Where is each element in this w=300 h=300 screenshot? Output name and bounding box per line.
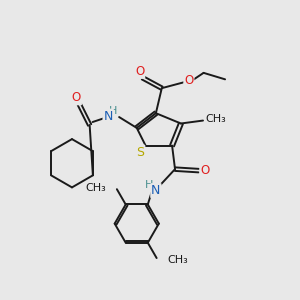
Text: N: N [151, 184, 160, 197]
Text: N: N [103, 110, 113, 123]
Text: S: S [136, 146, 144, 159]
Text: O: O [72, 92, 81, 104]
Text: O: O [184, 74, 194, 87]
Text: H: H [145, 180, 154, 190]
Text: CH₃: CH₃ [86, 183, 106, 193]
Text: O: O [135, 65, 144, 78]
Text: O: O [200, 164, 210, 177]
Text: CH₃: CH₃ [206, 114, 226, 124]
Text: CH₃: CH₃ [167, 254, 188, 265]
Text: H: H [109, 106, 117, 116]
